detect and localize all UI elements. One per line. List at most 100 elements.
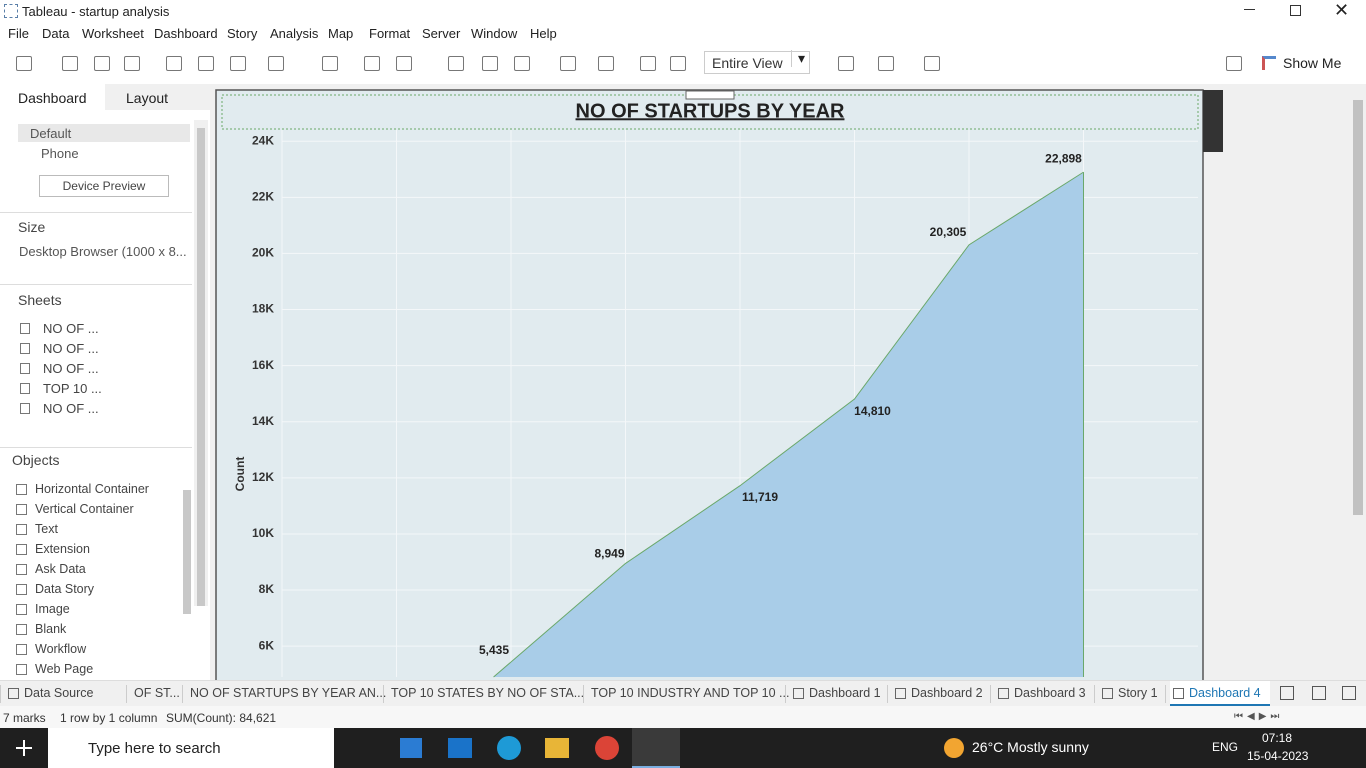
toolbar-icon[interactable]	[924, 56, 940, 71]
new-sheet-button[interactable]	[1342, 686, 1356, 700]
toolbar-icon[interactable]	[124, 56, 140, 71]
vertical-scrollbar[interactable]	[1350, 84, 1366, 680]
minimize-button[interactable]	[1244, 9, 1255, 10]
toolbar-icon[interactable]	[598, 56, 614, 71]
menu-item[interactable]: Analysis	[270, 26, 319, 41]
object-item[interactable]: Text	[35, 522, 58, 536]
object-item[interactable]: Horizontal Container	[35, 482, 149, 496]
start-button[interactable]	[16, 740, 32, 756]
restore-button[interactable]	[1290, 5, 1301, 16]
sheet-tab[interactable]: TOP 10 STATES BY NO OF STA...	[391, 686, 585, 700]
tableau-icon[interactable]	[632, 728, 680, 768]
toolbar-icon[interactable]	[16, 56, 32, 71]
chrome-icon[interactable]	[595, 736, 619, 760]
toolbar-icon[interactable]	[166, 56, 182, 71]
menu-item[interactable]: Window	[471, 26, 518, 41]
device-option[interactable]: Phone	[41, 146, 79, 161]
toolbar-icon[interactable]	[94, 56, 110, 71]
toolbar-icon[interactable]	[560, 56, 576, 71]
toolbar-icon[interactable]	[1226, 56, 1242, 71]
y-tick-label: 22K	[252, 189, 274, 203]
new-sheet-button[interactable]	[1280, 686, 1294, 700]
store-icon[interactable]	[400, 738, 422, 758]
side-scroll-thumb[interactable]	[197, 128, 205, 606]
toolbar-icon[interactable]	[838, 56, 854, 71]
sheet-item[interactable]: NO OF ...	[43, 401, 99, 416]
toolbar-icon[interactable]	[396, 56, 412, 71]
side-tab-label[interactable]: Layout	[126, 90, 169, 106]
sheet-item[interactable]: TOP 10 ...	[43, 381, 102, 396]
y-tick-label: 10K	[252, 526, 274, 540]
object-item[interactable]: Extension	[35, 542, 90, 556]
search-box[interactable]: Type here to search	[48, 728, 334, 768]
title-box	[221, 94, 1199, 130]
toolbar-icon[interactable]	[670, 56, 686, 71]
sheet-tab[interactable]: Dashboard 3	[1014, 686, 1086, 700]
edge-icon[interactable]	[497, 736, 521, 760]
fit-dropdown[interactable]: Entire View ▾	[704, 50, 810, 74]
new-sheet-button[interactable]	[1312, 686, 1326, 700]
object-item[interactable]: Ask Data	[35, 562, 86, 576]
sheet-item[interactable]: NO OF ...	[43, 361, 99, 376]
tab-separator	[785, 685, 786, 703]
size-value[interactable]: Desktop Browser (1000 x 8...	[19, 244, 187, 259]
device-preview-button[interactable]: Device Preview	[39, 175, 169, 197]
status-nav[interactable]: ⏮◀▶⏭	[1234, 711, 1284, 722]
sheet-item[interactable]: NO OF ...	[43, 341, 99, 356]
menu-item[interactable]: Data	[42, 26, 70, 41]
device-option[interactable]: Default	[30, 126, 72, 141]
divider	[0, 284, 192, 285]
active-tab-bg[interactable]	[1170, 681, 1270, 706]
menu-item[interactable]: Worksheet	[82, 26, 144, 41]
status-item: 7 marks	[3, 711, 46, 725]
object-item[interactable]: Vertical Container	[35, 502, 134, 516]
menu-item[interactable]: Help	[530, 26, 557, 41]
menu-item[interactable]: Story	[227, 26, 258, 41]
toolbar-icon[interactable]	[482, 56, 498, 71]
data-label: 5,435	[479, 643, 509, 657]
toolbar-icon[interactable]	[640, 56, 656, 71]
menu-item[interactable]: File	[8, 26, 29, 41]
object-icon	[16, 544, 27, 555]
toolbar-icon[interactable]	[448, 56, 464, 71]
sheet-icon	[20, 403, 30, 414]
sheet-tab[interactable]: NO OF STARTUPS BY YEAR AN...	[190, 686, 387, 700]
sheet-tab[interactable]: Data Source	[24, 686, 94, 700]
menu-item[interactable]: Format	[369, 26, 411, 41]
sheet-item[interactable]: NO OF ...	[43, 321, 99, 336]
side-tab[interactable]	[105, 84, 210, 110]
data-label: 22,898	[1045, 151, 1082, 165]
side-tab-active[interactable]	[0, 84, 105, 110]
sheet-tab[interactable]: Dashboard 1	[809, 686, 881, 700]
tab-separator	[0, 685, 1, 703]
object-item[interactable]: Data Story	[35, 582, 95, 596]
toolbar-icon[interactable]	[198, 56, 214, 71]
mail-icon[interactable]	[448, 738, 472, 758]
menu-item[interactable]: Server	[422, 26, 461, 41]
sheet-tab[interactable]: OF ST...	[134, 686, 180, 700]
close-button[interactable]: ✕	[1334, 0, 1350, 20]
sheet-tab[interactable]: TOP 10 INDUSTRY AND TOP 10 ...	[591, 686, 790, 700]
toolbar-icon[interactable]	[364, 56, 380, 71]
toolbar-icon[interactable]	[514, 56, 530, 71]
sheet-tab[interactable]: Dashboard 2	[911, 686, 983, 700]
show-me-button[interactable]: Show Me	[1283, 55, 1342, 71]
object-item[interactable]: Workflow	[35, 642, 87, 656]
side-tab-label[interactable]: Dashboard	[18, 90, 87, 106]
object-item[interactable]: Image	[35, 602, 70, 616]
explorer-icon[interactable]	[545, 738, 569, 758]
sheet-tab[interactable]: Dashboard 4	[1189, 686, 1261, 700]
toolbar-icon[interactable]	[230, 56, 246, 71]
toolbar-icon[interactable]	[62, 56, 78, 71]
toolbar-icon[interactable]	[268, 56, 284, 71]
toolbar-icon[interactable]	[322, 56, 338, 71]
scroll-thumb[interactable]	[1353, 100, 1363, 515]
object-item[interactable]: Blank	[35, 622, 67, 636]
menu-item[interactable]: Map	[328, 26, 354, 41]
object-item[interactable]: Web Page	[35, 662, 94, 676]
sheet-tab[interactable]: Story 1	[1118, 686, 1158, 700]
objects-scroll-thumb[interactable]	[183, 490, 191, 614]
menu-item[interactable]: Dashboard	[154, 26, 218, 41]
section-label: Size	[18, 219, 46, 235]
toolbar-icon[interactable]	[878, 56, 894, 71]
